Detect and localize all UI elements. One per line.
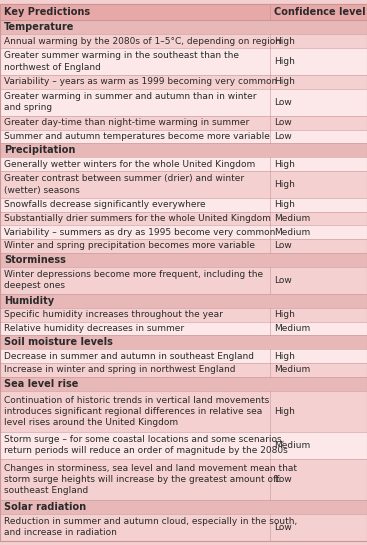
- Bar: [0, 308, 367, 322]
- Bar: [0, 143, 367, 158]
- Text: Greater contrast between summer (drier) and winter
(wetter) seasons: Greater contrast between summer (drier) …: [4, 174, 244, 195]
- Bar: [0, 158, 367, 171]
- Bar: [0, 391, 367, 432]
- Text: Low: Low: [274, 523, 292, 532]
- Text: Winter depressions become more frequent, including the
deepest ones: Winter depressions become more frequent,…: [4, 270, 263, 290]
- Text: Relative humidity decreases in summer: Relative humidity decreases in summer: [4, 324, 184, 333]
- Bar: [0, 239, 367, 252]
- Text: Continuation of historic trends in vertical land movements
introduces significan: Continuation of historic trends in verti…: [4, 396, 269, 427]
- Text: Storm surge – for some coastal locations and some scenarios,
return periods will: Storm surge – for some coastal locations…: [4, 435, 288, 455]
- Text: Annual warming by the 2080s of 1–5°C, depending on region: Annual warming by the 2080s of 1–5°C, de…: [4, 37, 281, 46]
- Text: High: High: [274, 77, 295, 87]
- Text: Sea level rise: Sea level rise: [4, 379, 79, 389]
- Text: Winter and spring precipitation becomes more variable: Winter and spring precipitation becomes …: [4, 241, 255, 250]
- Bar: [0, 225, 367, 239]
- Text: Confidence level: Confidence level: [274, 7, 366, 17]
- Text: Substantially drier summers for the whole United Kingdom: Substantially drier summers for the whol…: [4, 214, 271, 223]
- Text: Humidity: Humidity: [4, 296, 54, 306]
- Text: Medium: Medium: [274, 214, 310, 223]
- Bar: [0, 500, 367, 514]
- Text: Specific humidity increases throughout the year: Specific humidity increases throughout t…: [4, 310, 223, 319]
- Text: Increase in winter and spring in northwest England: Increase in winter and spring in northwe…: [4, 365, 236, 374]
- Bar: [0, 459, 367, 500]
- Text: Low: Low: [274, 241, 292, 250]
- Text: High: High: [274, 352, 295, 361]
- Text: Solar radiation: Solar radiation: [4, 502, 86, 512]
- Bar: [0, 75, 367, 89]
- Text: Low: Low: [274, 98, 292, 107]
- Text: Precipitation: Precipitation: [4, 145, 75, 155]
- Text: Low: Low: [274, 132, 292, 141]
- Bar: [0, 48, 367, 75]
- Text: High: High: [274, 57, 295, 66]
- Bar: [0, 335, 367, 349]
- Text: Medium: Medium: [274, 324, 310, 333]
- Text: High: High: [274, 310, 295, 319]
- Text: Medium: Medium: [274, 441, 310, 450]
- Bar: [0, 171, 367, 198]
- Text: Temperature: Temperature: [4, 22, 75, 32]
- Text: Generally wetter winters for the whole United Kingdom: Generally wetter winters for the whole U…: [4, 160, 255, 168]
- Bar: [0, 377, 367, 391]
- Text: High: High: [274, 201, 295, 209]
- Bar: [0, 198, 367, 212]
- Bar: [0, 267, 367, 294]
- Text: High: High: [274, 407, 295, 416]
- Bar: [0, 294, 367, 308]
- Bar: [0, 514, 367, 541]
- Bar: [0, 130, 367, 143]
- Text: Snowfalls decrease significantly everywhere: Snowfalls decrease significantly everywh…: [4, 201, 206, 209]
- Text: Changes in storminess, sea level and land movement mean that
storm surge heights: Changes in storminess, sea level and lan…: [4, 464, 297, 495]
- Bar: [0, 363, 367, 377]
- Bar: [0, 322, 367, 335]
- Text: Medium: Medium: [274, 365, 310, 374]
- Text: Key Predictions: Key Predictions: [4, 7, 90, 17]
- Bar: [0, 212, 367, 225]
- Bar: [0, 4, 367, 20]
- Text: Low: Low: [274, 276, 292, 285]
- Text: Variability – years as warm as 1999 becoming very common: Variability – years as warm as 1999 beco…: [4, 77, 277, 87]
- Text: Soil moisture levels: Soil moisture levels: [4, 337, 113, 347]
- Text: Greater warming in summer and autumn than in winter
and spring: Greater warming in summer and autumn tha…: [4, 92, 257, 112]
- Text: Reduction in summer and autumn cloud, especially in the south,
and increase in r: Reduction in summer and autumn cloud, es…: [4, 517, 297, 537]
- Bar: [0, 432, 367, 459]
- Bar: [0, 89, 367, 116]
- Text: Decrease in summer and autumn in southeast England: Decrease in summer and autumn in southea…: [4, 352, 254, 361]
- Bar: [0, 252, 367, 267]
- Text: Greater summer warming in the southeast than the
northwest of England: Greater summer warming in the southeast …: [4, 51, 239, 71]
- Text: High: High: [274, 37, 295, 46]
- Bar: [0, 349, 367, 363]
- Bar: [0, 20, 367, 34]
- Bar: [0, 34, 367, 48]
- Text: High: High: [274, 180, 295, 189]
- Text: Summer and autumn temperatures become more variable: Summer and autumn temperatures become mo…: [4, 132, 270, 141]
- Text: Storminess: Storminess: [4, 255, 66, 265]
- Text: High: High: [274, 160, 295, 168]
- Text: Variability – summers as dry as 1995 become very common: Variability – summers as dry as 1995 bec…: [4, 228, 275, 237]
- Bar: [0, 116, 367, 130]
- Text: Greater day-time than night-time warming in summer: Greater day-time than night-time warming…: [4, 118, 249, 127]
- Text: Medium: Medium: [274, 228, 310, 237]
- Text: Low: Low: [274, 475, 292, 484]
- Text: Low: Low: [274, 118, 292, 127]
